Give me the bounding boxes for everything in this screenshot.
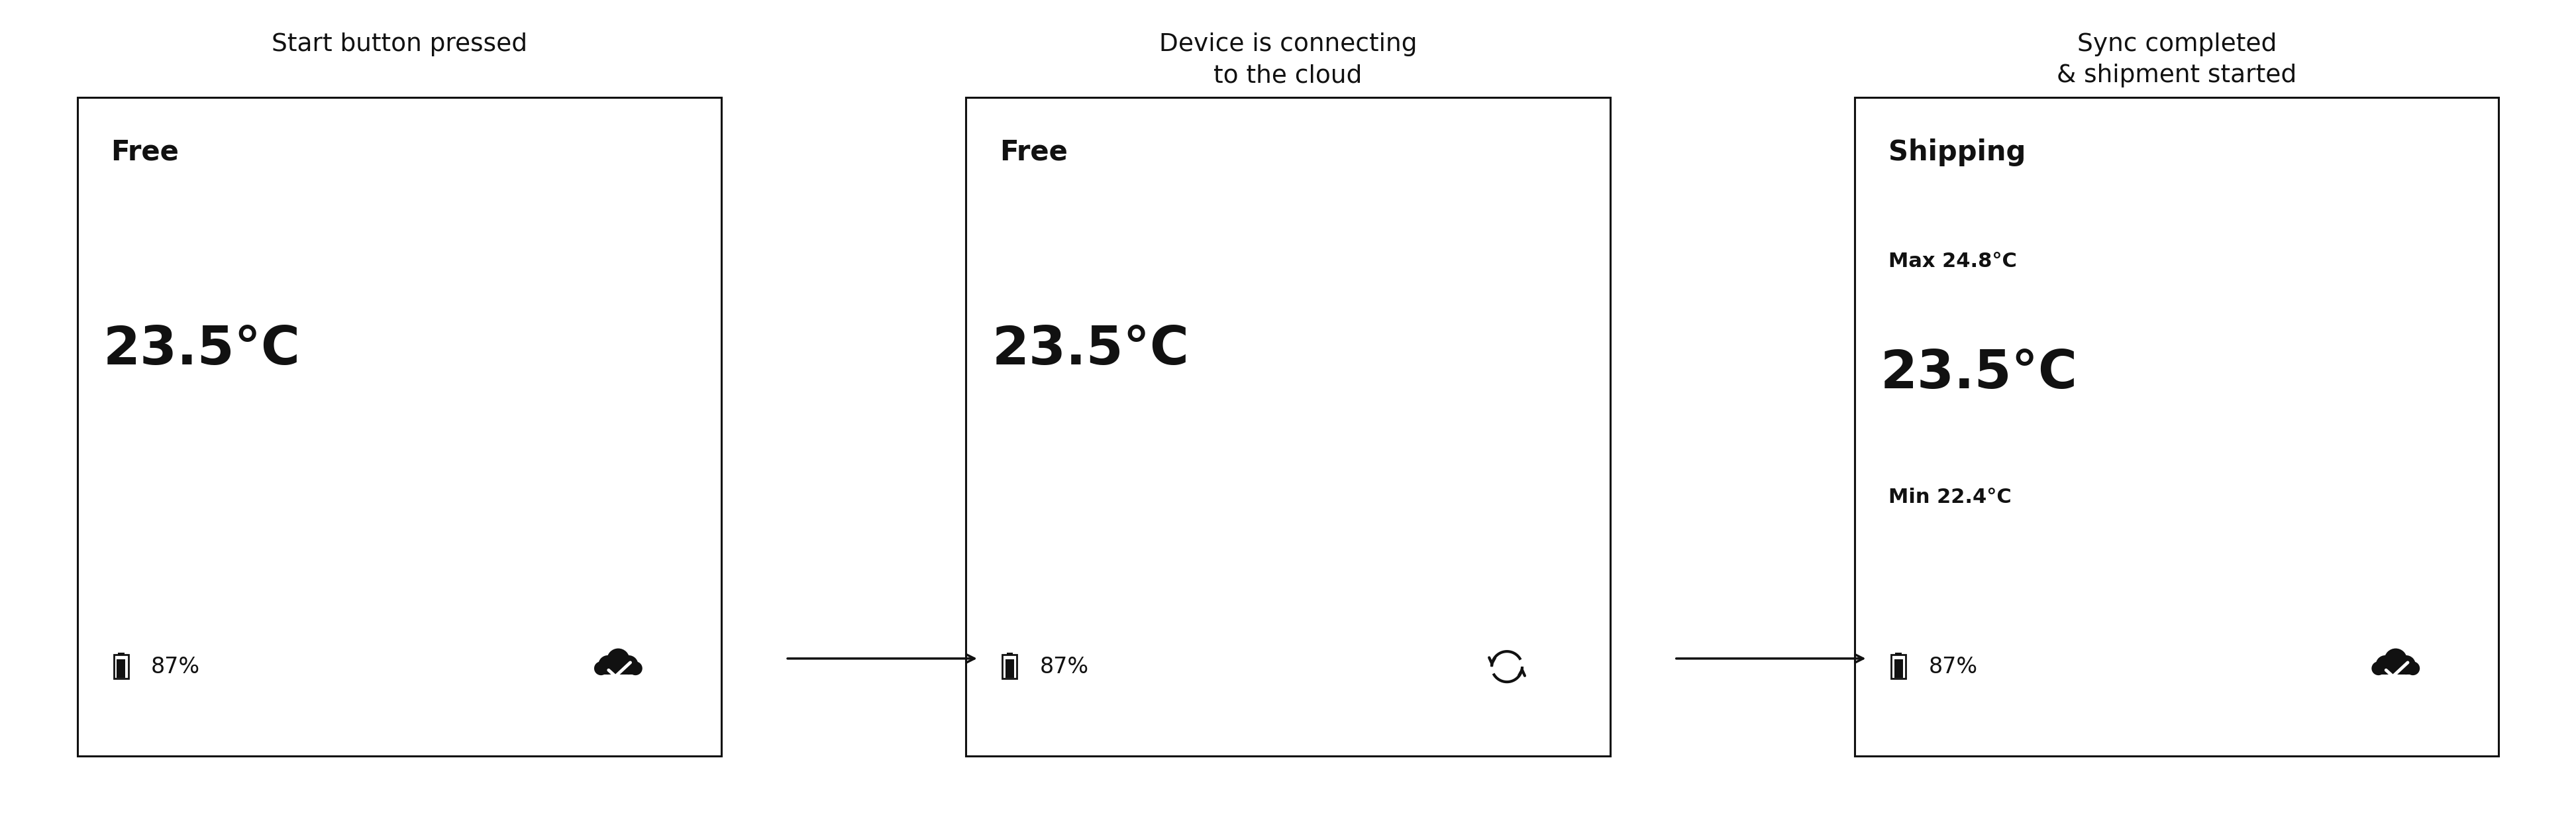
Bar xyxy=(77,98,721,756)
Text: 87%: 87% xyxy=(152,656,201,677)
Bar xyxy=(116,659,126,677)
Text: 87%: 87% xyxy=(1929,656,1978,677)
Ellipse shape xyxy=(2406,662,2419,676)
Ellipse shape xyxy=(2375,655,2396,675)
Bar xyxy=(600,664,636,674)
Text: Device is connecting
to the cloud: Device is connecting to the cloud xyxy=(1159,33,1417,88)
Bar xyxy=(1855,98,2499,756)
Text: Free: Free xyxy=(111,138,178,166)
Text: Start button pressed: Start button pressed xyxy=(270,33,528,56)
Text: Free: Free xyxy=(999,138,1066,166)
Ellipse shape xyxy=(2385,649,2406,672)
Text: 23.5°C: 23.5°C xyxy=(992,324,1190,376)
Bar xyxy=(1007,652,1012,654)
Bar xyxy=(966,98,1610,756)
Text: 87%: 87% xyxy=(1041,656,1090,677)
Bar xyxy=(1893,659,1904,677)
Bar xyxy=(1002,654,1018,679)
Ellipse shape xyxy=(2396,655,2416,675)
Bar xyxy=(118,652,124,654)
Bar xyxy=(113,654,129,679)
Text: Shipping: Shipping xyxy=(1888,138,2025,166)
Bar xyxy=(2378,664,2414,674)
Bar xyxy=(1891,654,1906,679)
Ellipse shape xyxy=(608,649,629,672)
Ellipse shape xyxy=(2372,662,2385,676)
Ellipse shape xyxy=(618,655,639,675)
Text: Max 24.8°C: Max 24.8°C xyxy=(1888,252,2017,272)
Bar xyxy=(1896,652,1901,654)
Ellipse shape xyxy=(595,662,608,676)
Text: Sync completed
& shipment started: Sync completed & shipment started xyxy=(2056,33,2298,88)
Bar xyxy=(1005,659,1015,677)
Ellipse shape xyxy=(629,662,641,676)
Ellipse shape xyxy=(598,655,618,675)
Text: 23.5°C: 23.5°C xyxy=(103,324,301,376)
Text: 23.5°C: 23.5°C xyxy=(1880,348,2079,400)
Text: Min 22.4°C: Min 22.4°C xyxy=(1888,488,2012,507)
